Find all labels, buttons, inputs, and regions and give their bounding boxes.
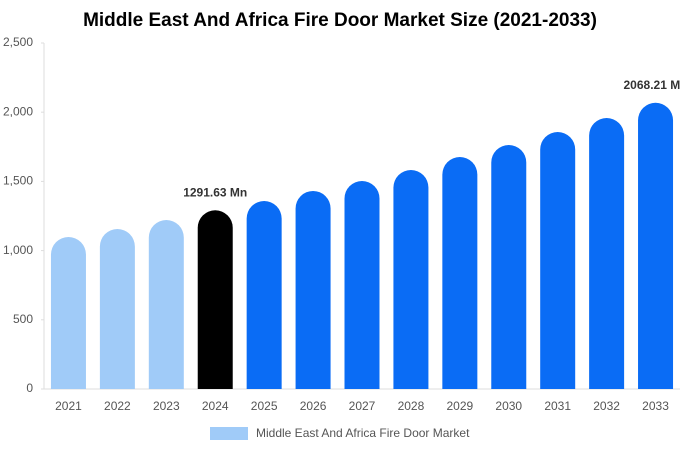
y-tick-label: 2,500 <box>3 35 33 49</box>
legend-swatch <box>210 427 248 440</box>
x-tick-label: 2023 <box>153 399 180 413</box>
bar <box>442 157 478 389</box>
chart-title: Middle East And Africa Fire Door Market … <box>83 10 597 31</box>
x-tick-label: 2029 <box>446 399 473 413</box>
bar <box>393 170 429 389</box>
x-tick-label: 2025 <box>251 399 278 413</box>
x-tick-label: 2026 <box>300 399 327 413</box>
x-tick-label: 2027 <box>349 399 376 413</box>
x-tick-label: 2024 <box>202 399 229 413</box>
bar <box>148 220 184 389</box>
y-tick-label: 0 <box>26 381 33 395</box>
bar <box>540 131 576 389</box>
x-tick-label: 2030 <box>495 399 522 413</box>
x-tick-label: 2033 <box>642 399 669 413</box>
bar <box>638 102 674 389</box>
y-tick-label: 500 <box>13 312 33 326</box>
value-label: 2068.21 Mn <box>624 78 680 92</box>
bar <box>246 201 282 389</box>
bar <box>589 118 625 389</box>
y-tick-label: 1,500 <box>3 174 33 188</box>
bar <box>491 145 527 389</box>
bar <box>99 229 135 389</box>
value-label: 1291.63 Mn <box>183 185 247 199</box>
x-tick-label: 2031 <box>544 399 571 413</box>
x-tick-label: 2021 <box>55 399 82 413</box>
bar <box>344 180 380 389</box>
bar <box>197 210 233 389</box>
y-tick-label: 1,000 <box>3 243 33 257</box>
legend-label: Middle East And Africa Fire Door Market <box>256 426 470 440</box>
bar <box>50 237 86 389</box>
y-tick-label: 2,000 <box>3 104 33 118</box>
bar <box>295 190 331 389</box>
x-tick-label: 2028 <box>398 399 425 413</box>
x-tick-label: 2022 <box>104 399 131 413</box>
x-tick-label: 2032 <box>593 399 620 413</box>
